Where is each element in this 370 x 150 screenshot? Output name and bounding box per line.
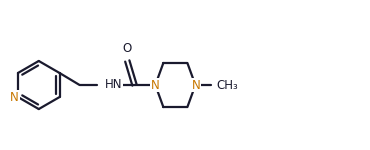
Text: N: N <box>151 78 160 92</box>
Text: N: N <box>191 78 200 92</box>
Text: HN: HN <box>104 78 122 91</box>
Text: CH₃: CH₃ <box>216 78 238 92</box>
Text: O: O <box>123 42 132 55</box>
Text: N: N <box>10 91 19 103</box>
